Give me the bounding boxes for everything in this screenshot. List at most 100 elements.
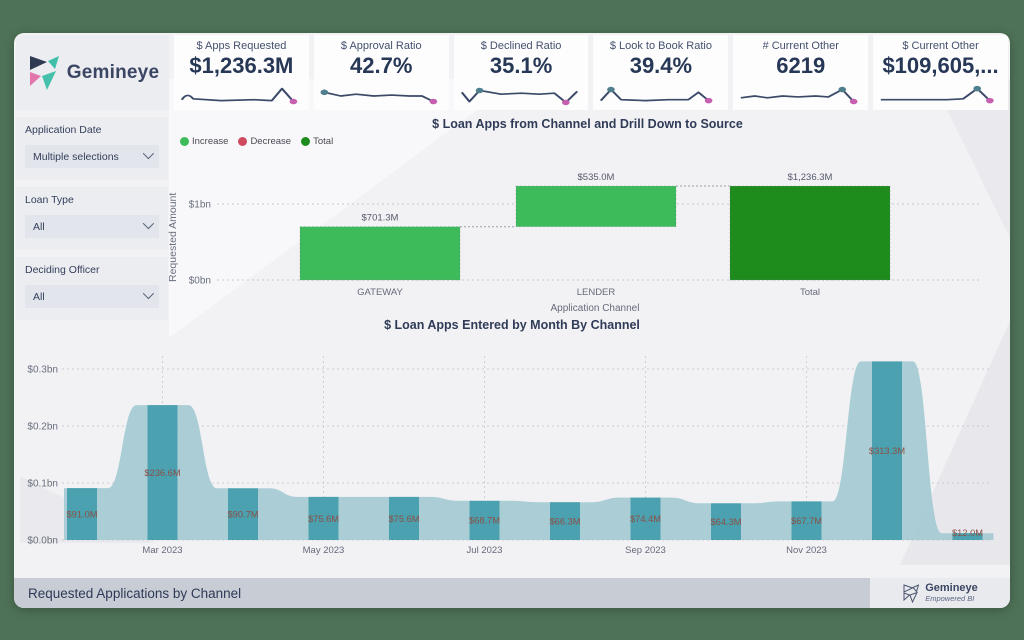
- application-date-dropdown[interactable]: Multiple selections: [25, 145, 159, 168]
- kpi-title: $ Look to Book Ratio: [609, 40, 712, 52]
- waterfall-bar-lender[interactable]: [515, 185, 677, 228]
- kpi-strip: Gemineye $ Apps Requested $1,236.3M $ Ap…: [14, 33, 1010, 112]
- dropdown-value: Multiple selections: [33, 150, 119, 163]
- kpi-card-declined-ratio[interactable]: $ Declined Ratio 35.1%: [453, 35, 589, 110]
- x-tick-label: Sep 2023: [625, 545, 666, 556]
- y-tick-label: $0.1bn: [27, 479, 58, 490]
- loan-type-dropdown[interactable]: All: [25, 215, 159, 238]
- kpi-card-current-other-count[interactable]: # Current Other 6219: [733, 35, 869, 110]
- bar-value-label: $75.6M: [308, 514, 339, 524]
- sparkline-chart: [460, 87, 578, 106]
- filter-loan-type: Loan Type All: [16, 187, 168, 250]
- monthly-bar[interactable]: [952, 533, 983, 540]
- bar-value-label: $68.7M: [469, 516, 500, 526]
- gemineye-logo-icon: [29, 55, 59, 90]
- sparkline-path: [740, 88, 855, 103]
- kpi-card-current-other-amount[interactable]: $ Current Other $109,605,...: [873, 35, 1008, 110]
- kpi-title: $ Current Other: [902, 40, 979, 52]
- legend-dot: [180, 137, 189, 146]
- area-chart-title: $ Loan Apps Entered by Month By Channel: [384, 318, 640, 332]
- monthly-bar[interactable]: [469, 500, 500, 540]
- bar-value-label: $1,236.3M: [788, 172, 833, 183]
- legend-item-decrease[interactable]: Decrease: [238, 136, 291, 147]
- monthly-bar[interactable]: [791, 501, 822, 540]
- legend-item-total[interactable]: Total: [301, 136, 333, 147]
- x-tick-label: Jul 2023: [467, 545, 503, 556]
- monthly-bar[interactable]: [550, 502, 580, 540]
- page-title: Requested Applications by Channel: [28, 585, 242, 601]
- sparkline-path: [880, 87, 991, 102]
- end-dot: [561, 99, 570, 106]
- x-tick-label: Mar 2023: [142, 545, 182, 556]
- end-dot: [429, 98, 438, 105]
- kpi-card-look-to-book[interactable]: $ Look to Book Ratio 39.4%: [593, 35, 729, 110]
- end-dot: [986, 97, 994, 104]
- dropdown-value: All: [33, 290, 45, 303]
- waterfall-bar-total[interactable]: [729, 185, 891, 281]
- sparkline-chart: [880, 85, 994, 104]
- start-dot: [973, 85, 982, 92]
- kpi-title: $ Approval Ratio: [340, 40, 422, 52]
- waterfall-legend: Increase Decrease Total: [180, 136, 333, 147]
- channel-area-series[interactable]: [64, 361, 994, 540]
- kpi-card-approval-ratio[interactable]: $ Approval Ratio 42.7%: [313, 35, 449, 110]
- monthly-bar[interactable]: [147, 405, 178, 540]
- monthly-bar[interactable]: [228, 488, 258, 540]
- footer-brand: Gemineye Empowered BI: [870, 578, 1010, 608]
- kpi-value: 35.1%: [489, 53, 553, 78]
- sparkline-chart: [320, 89, 438, 105]
- bar-value-label: $12.0M: [952, 528, 983, 538]
- monthly-bar[interactable]: [711, 503, 741, 540]
- kpi-value: $109,605,...: [882, 53, 999, 78]
- sparkline-chart: [740, 86, 858, 105]
- monthly-bar[interactable]: [67, 488, 97, 540]
- footer-brand-tagline: Empowered BI: [925, 593, 975, 603]
- dashboard-card: Gemineye $ Apps Requested $1,236.3M $ Ap…: [14, 33, 1010, 608]
- monthly-area-chart[interactable]: $0.0bn $0.1bn $0.2bn $0.3bn $91.0M $236.6M $90…: [14, 328, 1010, 578]
- filter-deciding-officer: Deciding Officer All: [16, 257, 168, 320]
- chevron-down-icon: [142, 217, 155, 230]
- kpi-value: 42.7%: [350, 53, 413, 78]
- filter-label: Application Date: [25, 124, 102, 136]
- bar-value-label: $91.0M: [66, 509, 97, 519]
- monthly-bar[interactable]: [872, 361, 902, 540]
- kpi-title: $ Apps Requested: [196, 40, 287, 52]
- y-tick-label: $0.2bn: [27, 422, 58, 433]
- kpi-value: 6219: [776, 53, 826, 78]
- start-dot: [838, 86, 847, 93]
- monthly-bar[interactable]: [630, 497, 661, 540]
- legend-item-increase[interactable]: Increase: [180, 136, 228, 147]
- chevron-down-icon: [142, 147, 155, 160]
- bar-value-label: $701.3M: [362, 213, 399, 224]
- waterfall-bar-gateway[interactable]: [299, 226, 461, 281]
- sparkline-path: [460, 89, 578, 104]
- waterfall-chart[interactable]: $0bn $1bn $701.3M GATEWAY $535.0M LENDER $1,23…: [169, 128, 1008, 323]
- bar-value-label: $66.3M: [549, 516, 580, 526]
- kpi-card-apps-requested[interactable]: $ Apps Requested $1,236.3M: [174, 35, 309, 110]
- filter-application-date: Application Date Multiple selections: [16, 117, 168, 180]
- filter-sidebar: Application Date Multiple selections Loa…: [16, 117, 168, 327]
- bar-value-label: $64.3M: [710, 517, 741, 527]
- kpi-value: $1,236.3M: [189, 53, 294, 78]
- x-axis-title: Application Channel: [551, 303, 640, 314]
- y-tick-label: $0bn: [189, 276, 211, 287]
- start-dot: [475, 87, 484, 94]
- brand-logo: Gemineye: [16, 35, 169, 110]
- gemineye-logo-icon: [903, 583, 920, 603]
- waterfall-chart-title: $ Loan Apps from Channel and Drill Down …: [432, 117, 743, 131]
- start-dot: [607, 86, 616, 93]
- end-dot: [289, 98, 298, 105]
- chevron-down-icon: [142, 287, 155, 300]
- bar-value-label: $535.0M: [578, 172, 615, 183]
- sparkline-path: [323, 91, 434, 103]
- legend-label: Total: [313, 136, 334, 147]
- dropdown-value: All: [33, 220, 45, 233]
- monthly-bar[interactable]: [389, 496, 419, 540]
- y-tick-label: $0.3bn: [27, 365, 58, 376]
- deciding-officer-dropdown[interactable]: All: [25, 285, 159, 308]
- monthly-bar[interactable]: [308, 496, 339, 540]
- bar-value-label: $313.3M: [869, 446, 905, 456]
- bar-value-label: $90.7M: [227, 509, 258, 519]
- sparkline-path: [600, 88, 710, 102]
